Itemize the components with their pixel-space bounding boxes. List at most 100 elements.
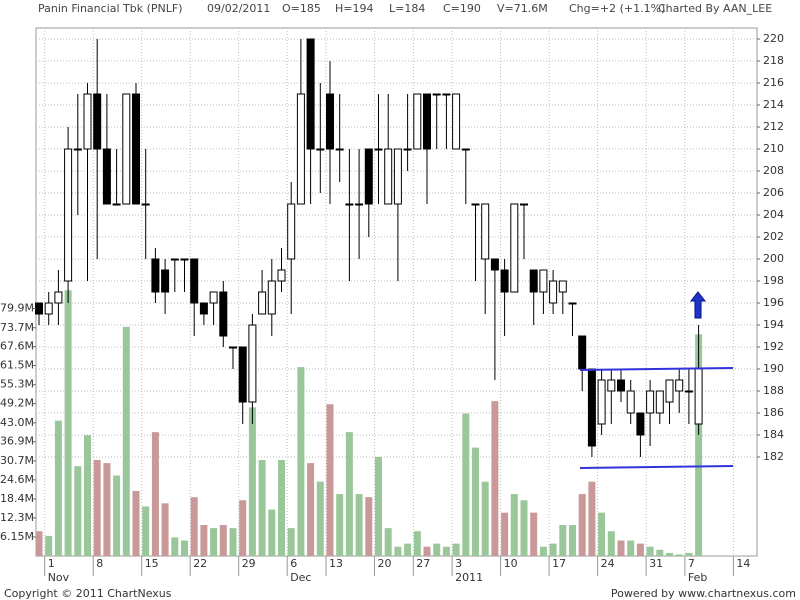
header-item: H=194 — [335, 2, 373, 15]
candle-body — [442, 93, 451, 96]
header-item: Charted By AAN_LEE — [658, 2, 772, 15]
candle-body — [636, 412, 645, 436]
candle-body — [510, 203, 519, 293]
candle-body — [568, 302, 577, 305]
volume-bar — [93, 460, 101, 556]
y2-tick-label: 12.3M — [0, 511, 34, 524]
volume-bar — [627, 540, 635, 556]
candle-body — [141, 203, 150, 206]
volume-bar — [666, 552, 673, 556]
candle-body — [558, 280, 567, 293]
volume-bar — [617, 540, 625, 556]
volume-bar — [685, 552, 693, 556]
volume-bar — [287, 528, 295, 556]
x-tick-label: 14 — [736, 557, 750, 570]
volume-bar — [336, 494, 344, 556]
volume-bar — [122, 326, 130, 556]
volume-bar — [646, 546, 654, 556]
volume-bar — [607, 531, 615, 556]
candle-body — [355, 203, 364, 206]
y-tick-label: 198 — [763, 274, 784, 287]
y2-tick-label: 61.5M — [0, 359, 34, 372]
volume-bar — [433, 543, 441, 556]
candle-body — [267, 280, 276, 315]
trend-line — [579, 465, 734, 469]
candle-body — [335, 148, 344, 151]
volume-bar — [404, 543, 412, 556]
volume-bar — [452, 543, 460, 556]
candle-body — [607, 379, 616, 392]
volume-bar — [248, 407, 256, 556]
volume-bar — [569, 525, 576, 556]
candle-body — [306, 38, 315, 150]
candle-body — [452, 93, 461, 150]
volume-bar — [559, 525, 567, 556]
y2-tick-label: 55.3M — [0, 378, 34, 391]
y-tick-label: 202 — [763, 230, 784, 243]
y2-tick-label: 67.6M — [0, 340, 34, 353]
volume-bar — [132, 490, 140, 556]
y-tick-label: 204 — [763, 208, 784, 221]
x-tick-label: 22 — [193, 557, 207, 570]
candle-body — [209, 291, 218, 304]
candle-body — [44, 302, 53, 315]
volume-bar — [113, 475, 121, 556]
candle-body — [199, 302, 208, 315]
candle-body — [238, 346, 247, 403]
candle-body — [490, 258, 499, 271]
candle-body — [597, 379, 606, 425]
candle-body — [646, 390, 655, 414]
y-tick-label: 186 — [763, 406, 784, 419]
candle-body — [578, 335, 587, 370]
volume-bar — [84, 435, 91, 556]
candle-body — [364, 148, 373, 205]
volume-bar — [510, 494, 518, 556]
volume-bar — [181, 540, 188, 556]
plot-frame — [35, 27, 758, 557]
candle-body — [520, 203, 528, 206]
candle-body — [112, 203, 121, 206]
candle-body — [219, 291, 228, 337]
candle-body — [161, 269, 170, 293]
volume-bar — [54, 420, 62, 556]
x-tick-label: 8 — [96, 557, 103, 570]
candle-body — [684, 390, 693, 393]
volume-bar — [598, 512, 606, 556]
candle-body — [655, 390, 664, 414]
candle-body — [529, 269, 538, 293]
header-item: V=71.6M — [497, 2, 548, 15]
volume-bar — [268, 509, 276, 556]
volume-bar — [675, 554, 683, 556]
y-tick-label: 196 — [763, 296, 784, 309]
header-item: C=190 — [443, 2, 481, 15]
volume-bar — [278, 460, 285, 556]
y-tick-label: 190 — [763, 362, 784, 375]
volume-bar — [35, 531, 43, 556]
x-sublabel: Nov — [48, 571, 70, 584]
volume-bar — [355, 494, 363, 556]
volume-bar — [74, 466, 82, 556]
volume-bar — [210, 528, 218, 556]
y-tick-label: 194 — [763, 318, 784, 331]
candle-body — [229, 346, 237, 349]
volume-bar — [171, 537, 179, 556]
candle-body — [287, 203, 296, 260]
x-tick-label: 31 — [649, 557, 663, 570]
candle-body — [374, 148, 383, 151]
header-item: 09/02/2011 — [207, 2, 270, 15]
candle-body — [258, 291, 267, 315]
arrow-icon — [689, 291, 707, 319]
candle-body — [549, 280, 558, 304]
header-item: L=184 — [389, 2, 425, 15]
volume-bar — [326, 404, 334, 556]
volume-bar — [219, 525, 227, 556]
x-sublabel: 2011 — [455, 571, 483, 584]
candle-body — [316, 148, 325, 151]
y-tick-label: 188 — [763, 384, 784, 397]
candle-body — [481, 203, 490, 260]
trend-line — [579, 367, 734, 371]
y-tick-label: 214 — [763, 98, 784, 111]
candle-body — [296, 93, 305, 205]
volume-bar — [501, 512, 509, 556]
volume-bar — [384, 528, 392, 556]
